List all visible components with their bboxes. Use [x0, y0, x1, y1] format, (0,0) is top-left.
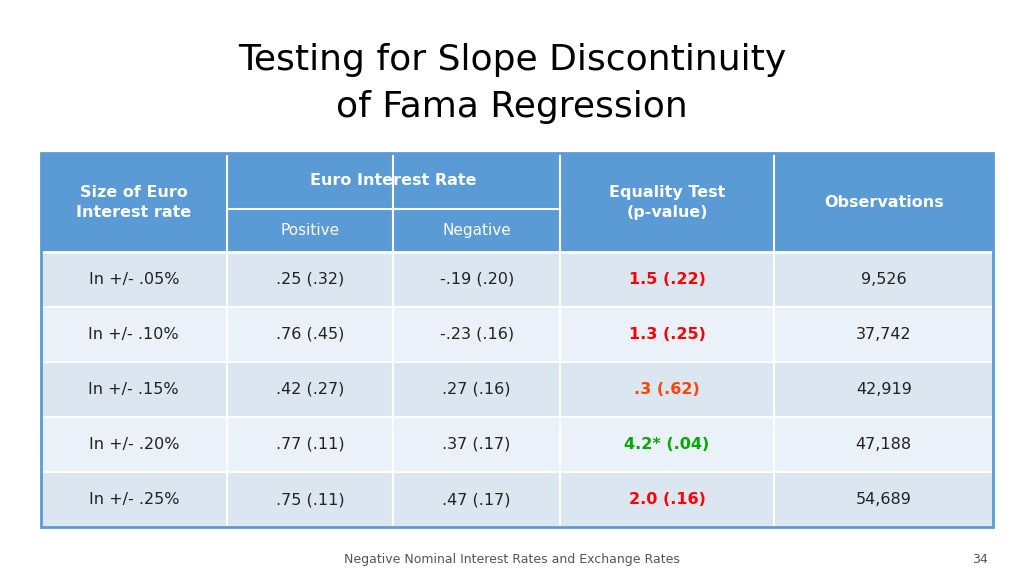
Text: 1.3 (.25): 1.3 (.25) [629, 327, 706, 342]
Text: .77 (.11): .77 (.11) [275, 437, 344, 452]
Text: 47,188: 47,188 [856, 437, 911, 452]
Text: .75 (.11): .75 (.11) [275, 492, 344, 507]
Text: In +/- .15%: In +/- .15% [88, 382, 179, 397]
Text: 2.0 (.16): 2.0 (.16) [629, 492, 706, 507]
Text: .47 (.17): .47 (.17) [442, 492, 511, 507]
Text: 4.2* (.04): 4.2* (.04) [625, 437, 710, 452]
Text: Testing for Slope Discontinuity: Testing for Slope Discontinuity [238, 43, 786, 78]
Text: Size of Euro
Interest rate: Size of Euro Interest rate [76, 185, 191, 219]
Text: In +/- .20%: In +/- .20% [88, 437, 179, 452]
Text: In +/- .25%: In +/- .25% [88, 492, 179, 507]
Text: 1.5 (.22): 1.5 (.22) [629, 272, 706, 287]
Text: 9,526: 9,526 [861, 272, 906, 287]
Text: -.23 (.16): -.23 (.16) [439, 327, 514, 342]
Text: In +/- .05%: In +/- .05% [88, 272, 179, 287]
Text: Observations: Observations [824, 195, 944, 210]
Text: .27 (.16): .27 (.16) [442, 382, 511, 397]
Text: In +/- .10%: In +/- .10% [88, 327, 179, 342]
Text: .25 (.32): .25 (.32) [275, 272, 344, 287]
Text: .76 (.45): .76 (.45) [275, 327, 344, 342]
Text: .42 (.27): .42 (.27) [275, 382, 344, 397]
Text: of Fama Regression: of Fama Regression [336, 89, 688, 124]
Text: 42,919: 42,919 [856, 382, 911, 397]
Text: Negative: Negative [442, 223, 511, 238]
Text: 37,742: 37,742 [856, 327, 911, 342]
Text: Euro Interest Rate: Euro Interest Rate [310, 173, 476, 188]
Text: Equality Test
(p-value): Equality Test (p-value) [609, 185, 725, 219]
Text: Negative Nominal Interest Rates and Exchange Rates: Negative Nominal Interest Rates and Exch… [344, 552, 680, 566]
Text: Positive: Positive [281, 223, 340, 238]
Text: .37 (.17): .37 (.17) [442, 437, 511, 452]
Text: 54,689: 54,689 [856, 492, 911, 507]
Text: 34: 34 [973, 552, 988, 566]
Text: -.19 (.20): -.19 (.20) [439, 272, 514, 287]
Text: .3 (.62): .3 (.62) [634, 382, 700, 397]
